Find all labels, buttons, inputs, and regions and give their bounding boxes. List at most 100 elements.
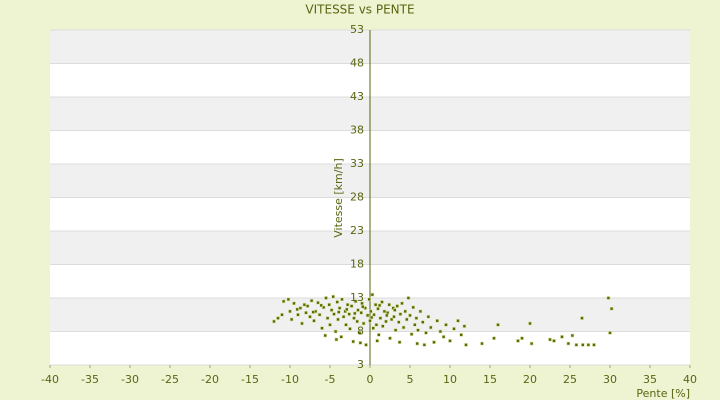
scatter-point: [412, 322, 417, 327]
scatter-point: [392, 308, 397, 312]
scatter-point: [360, 301, 364, 306]
x-tick-label: 40: [683, 373, 697, 386]
scatter-point: [444, 322, 448, 327]
scatter-point: [404, 317, 409, 322]
x-tick-label: -35: [81, 373, 99, 386]
scatter-point: [373, 302, 378, 307]
x-axis-label: Pente [%]: [636, 387, 690, 400]
scatter-point: [415, 341, 420, 346]
scatter-point: [375, 339, 380, 343]
scatter-point: [388, 336, 392, 341]
y-tick-label: 43: [350, 90, 364, 103]
scatter-point: [416, 328, 420, 332]
scatter-point: [480, 341, 484, 346]
scatter-point: [492, 336, 496, 341]
grid: [49, 29, 691, 368]
scatter-point: [403, 309, 408, 314]
scatter-point: [464, 343, 468, 347]
scatter-point: [329, 308, 334, 312]
scatter-point: [387, 302, 392, 307]
x-tick-label: -30: [121, 373, 139, 386]
scatter-point: [272, 319, 276, 324]
x-tick-label: 10: [443, 373, 457, 386]
scatter-point: [570, 333, 575, 338]
scatter-point: [298, 306, 303, 310]
scatter-point: [323, 333, 328, 338]
scatter-point: [435, 318, 440, 323]
x-tick-label: -5: [325, 373, 336, 386]
scatter-point: [347, 312, 352, 316]
x-tick-label: -20: [201, 373, 219, 386]
scatter-point: [396, 320, 401, 324]
scatter-point: [302, 302, 307, 307]
scatter-point: [384, 313, 389, 318]
scatter-point: [348, 327, 352, 331]
scatter-point: [316, 300, 320, 305]
scatter-point: [332, 312, 336, 316]
x-tick-label: 30: [603, 373, 617, 386]
scatter-point: [552, 339, 556, 343]
scatter-point: [355, 319, 360, 324]
scatter-point: [327, 302, 332, 307]
y-tick-label: 8: [357, 325, 364, 338]
scatter-point: [308, 314, 312, 319]
scatter-point: [592, 343, 596, 347]
scatter-point: [574, 343, 579, 347]
scatter-point: [384, 319, 388, 324]
scatter-point: [376, 333, 381, 337]
scatter-point: [397, 340, 402, 345]
scatter-point: [380, 324, 385, 328]
scatter-point: [368, 318, 372, 323]
scatter-point: [418, 309, 423, 314]
scatter-point: [276, 316, 280, 320]
scatter-point: [411, 305, 416, 310]
scatter-point: [336, 317, 340, 322]
scatter-point: [393, 328, 398, 332]
scatter-point: [414, 316, 419, 320]
scatter-point: [406, 296, 411, 300]
scatter-point: [292, 301, 296, 306]
scatter-point: [334, 337, 339, 342]
scatter-point: [370, 292, 375, 297]
scatter-point: [369, 315, 374, 320]
x-tick-label: -25: [161, 373, 179, 386]
scatter-point: [340, 297, 344, 302]
y-tick-label: 18: [350, 258, 364, 271]
x-tick-label: 25: [563, 373, 577, 386]
x-tick-label: -40: [41, 373, 59, 386]
scatter-point: [328, 322, 332, 327]
scatter-point: [321, 305, 326, 310]
scatter-point: [304, 310, 308, 315]
scatter-point: [289, 317, 294, 322]
scatter-point: [311, 310, 316, 314]
scatter-point: [367, 297, 372, 302]
scatter-point: [452, 327, 456, 331]
y-tick-label: 13: [350, 291, 364, 304]
x-tick-label: 5: [407, 373, 414, 386]
scatter-point: [459, 333, 464, 337]
scatter-point: [352, 311, 357, 316]
scatter-point: [333, 329, 338, 334]
scatter-point: [409, 332, 414, 336]
scatter-point: [335, 300, 340, 304]
scatter-point: [324, 296, 328, 300]
scatter-point: [586, 343, 591, 347]
scatter-point: [353, 299, 358, 304]
scatter-point: [356, 308, 360, 312]
x-tick-label: -15: [241, 373, 259, 386]
scatter-point: [325, 316, 330, 320]
scatter-point: [376, 306, 380, 311]
y-tick-label: 33: [350, 157, 364, 170]
scatter-point: [400, 301, 404, 306]
scatter-point: [422, 343, 427, 347]
scatter-point: [378, 316, 383, 320]
scatter-point: [580, 316, 584, 320]
scatter-point: [428, 325, 433, 330]
scatter-point: [365, 313, 370, 318]
scatter-point: [448, 339, 452, 343]
scatter-point: [295, 307, 300, 312]
scatter-point: [420, 320, 425, 324]
points: [272, 292, 614, 347]
